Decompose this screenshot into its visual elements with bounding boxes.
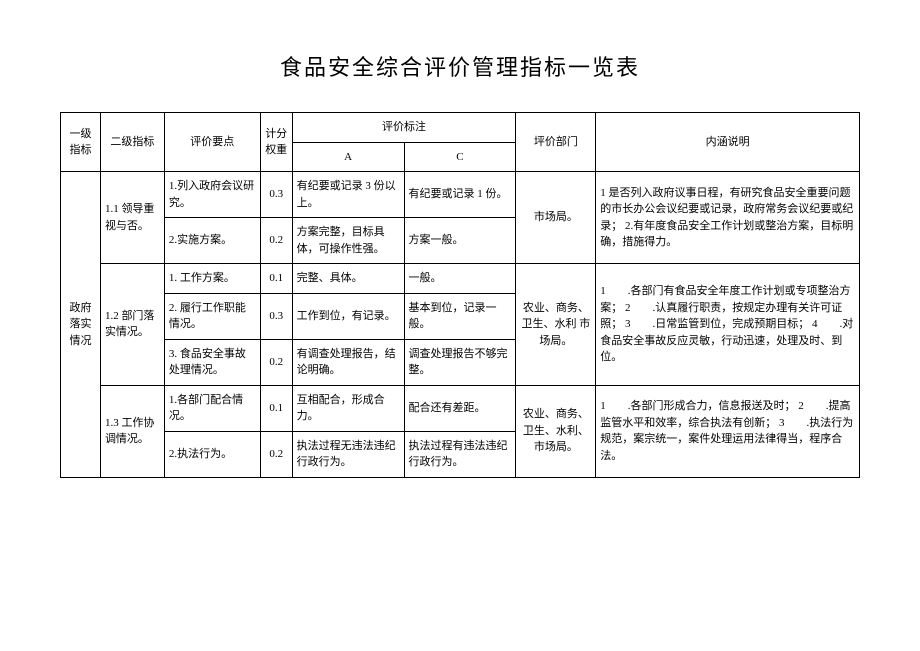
cell-key: 1.各部门配合情况。 [164,385,260,431]
cell-wt: 0.1 [260,385,292,431]
cell-c: 方案一般。 [404,218,516,264]
cell-key: 3. 食品安全事故处理情况。 [164,339,260,385]
cell-a: 有调查处理报告，结论明确。 [292,339,404,385]
th-l2: 二级指标 [100,113,164,172]
cell-a: 执法过程无违法违纪行政行为。 [292,431,404,477]
cell-key: 2.实施方案。 [164,218,260,264]
th-dept: 坪价部门 [516,113,596,172]
cell-c: 执法过程有违法违纪行政行为。 [404,431,516,477]
th-a: A [292,142,404,172]
cell-dept-1: 市场局。 [516,172,596,264]
page-title: 食品安全综合评价管理指标一览表 [60,50,860,82]
cell-level1: 政府落实情况 [61,172,101,478]
cell-l2-2: 1.2 部门落实情况。 [100,264,164,386]
table-row: 1.2 部门落实情况。 1. 工作方案。 0.1 完整、具体。 一般。 农业、商… [61,264,860,294]
cell-c: 基本到位，记录一般。 [404,293,516,339]
header-row-1: 一级指标 二级指标 评价要点 计分权重 评价标注 坪价部门 内涵说明 [61,113,860,143]
table-row: 1.3 工作协调情况。 1.各部门配合情况。 0.1 互相配合，形成合力。 配合… [61,385,860,431]
cell-dept-2: 农业、商务、卫生、水利 市场局。 [516,264,596,386]
cell-wt: 0.2 [260,218,292,264]
th-key: 评价要点 [164,113,260,172]
cell-desc-1: 1 是否列入政府议事日程，有研究食品安全重要问题的市长办公会议纪要或记录，政府常… [596,172,860,264]
cell-c: 一般。 [404,264,516,294]
cell-dept-3: 农业、商务、卫生、水利、市场局。 [516,385,596,477]
cell-desc-2: 1 .各部门有食品安全年度工作计划或专项整治方案； 2 .认真履行职责，按规定办… [596,264,860,386]
cell-key: 1.列入政府会议研究。 [164,172,260,218]
cell-key: 2.执法行为。 [164,431,260,477]
th-note: 评价标注 [292,113,516,143]
table-row: 政府落实情况 1.1 领导重视与否。 1.列入政府会议研究。 0.3 有纪要或记… [61,172,860,218]
cell-l2-1: 1.1 领导重视与否。 [100,172,164,264]
cell-key: 1. 工作方案。 [164,264,260,294]
cell-desc-3: 1 .各部门形成合力，信息报送及时； 2 .提高监管水平和效率，综合执法有创新；… [596,385,860,477]
cell-a: 完整、具体。 [292,264,404,294]
th-desc: 内涵说明 [596,113,860,172]
cell-wt: 0.2 [260,431,292,477]
indicator-table: 一级指标 二级指标 评价要点 计分权重 评价标注 坪价部门 内涵说明 A C 政… [60,112,860,478]
cell-wt: 0.1 [260,264,292,294]
cell-wt: 0.3 [260,293,292,339]
cell-a: 有纪要或记录 3 份以上。 [292,172,404,218]
cell-a: 方案完整，目标具体，可操作性强。 [292,218,404,264]
cell-a: 工作到位，有记录。 [292,293,404,339]
th-l1: 一级指标 [61,113,101,172]
cell-wt: 0.2 [260,339,292,385]
cell-c: 调查处理报告不够完整。 [404,339,516,385]
cell-key: 2. 履行工作职能情况。 [164,293,260,339]
th-c: C [404,142,516,172]
cell-c: 有纪要或记录 1 份。 [404,172,516,218]
cell-l2-3: 1.3 工作协调情况。 [100,385,164,477]
th-weight: 计分权重 [260,113,292,172]
cell-wt: 0.3 [260,172,292,218]
cell-a: 互相配合，形成合力。 [292,385,404,431]
cell-c: 配合还有差距。 [404,385,516,431]
